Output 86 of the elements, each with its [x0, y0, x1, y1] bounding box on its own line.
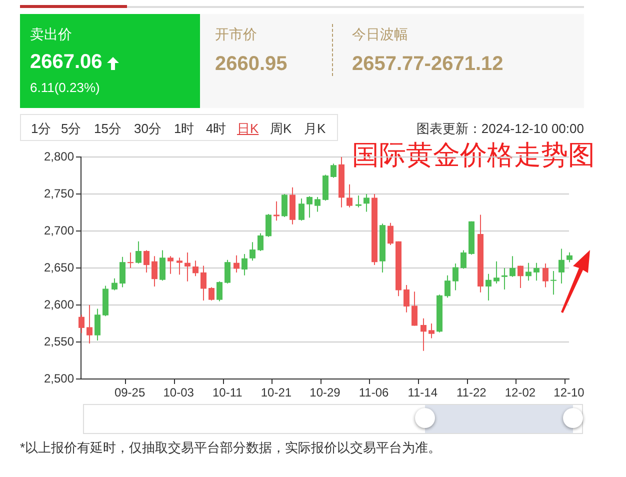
text: 卖出价 [30, 26, 72, 43]
text: 2667.06 [30, 50, 102, 74]
candlestick [502, 268, 508, 290]
x-tick-label: 12-10 [554, 386, 585, 400]
text: *以上报价有延时，仅抽取交易平台部分数据，实际报价以交易平台为准。 [20, 440, 442, 456]
candlestick [388, 222, 394, 246]
text: 月K [304, 121, 326, 137]
candlestick [168, 256, 174, 274]
y-tick-label: 2,500 [44, 371, 74, 386]
text: 周K [270, 121, 292, 137]
candlestick [510, 256, 516, 278]
candlestick [356, 194, 362, 208]
text: 2657.77-2671.12 [352, 52, 504, 76]
candlestick [152, 256, 158, 287]
x-tick-label: 10-11 [212, 386, 243, 400]
candlestick [420, 318, 426, 352]
candlestick [200, 265, 206, 302]
candlestick [136, 240, 142, 264]
candlestick [86, 304, 92, 344]
candlestick [242, 253, 248, 276]
y-tick-label: 2,700 [44, 223, 74, 238]
candlestick [274, 200, 280, 222]
candlestick [314, 196, 320, 212]
candlestick [494, 260, 500, 284]
text: 今日波幅 [352, 26, 408, 43]
x-tick-label: 11-22 [456, 386, 487, 400]
text: 1分 [31, 121, 52, 137]
candlestick [346, 184, 352, 208]
candlestick [234, 254, 240, 273]
candlestick [518, 265, 524, 288]
candlestick [258, 232, 264, 252]
candlestick [208, 286, 214, 302]
candlestick [266, 213, 272, 238]
candlestick [428, 323, 434, 339]
x-tick-label: 09-25 [114, 386, 146, 400]
candlestick [160, 250, 166, 282]
candlestick [120, 256, 126, 288]
x-tick-label: 11-14 [408, 386, 438, 400]
x-tick-label: 10-21 [260, 386, 292, 400]
x-tick-label: 12-02 [504, 386, 536, 400]
candlestick [444, 274, 450, 298]
candlestick [486, 273, 492, 302]
candlestick [282, 194, 288, 218]
candlestick [566, 252, 572, 263]
candlestick [526, 262, 532, 282]
candlestick [298, 198, 304, 222]
candlestick [216, 280, 222, 302]
candlestick [176, 257, 182, 276]
text: 6.11(0.23%) [30, 80, 100, 96]
y-tick-label: 2,650 [44, 260, 74, 274]
y-tick-label: 2,800 [44, 149, 74, 164]
text: 5分 [61, 121, 82, 137]
candlestick [250, 242, 256, 262]
candlestick [128, 252, 134, 268]
candlestick [460, 250, 466, 270]
text: 图表更新：2024-12-10 00:00 [416, 121, 584, 137]
candlestick [192, 260, 198, 277]
candlestick [412, 291, 418, 326]
candlestick [184, 252, 190, 282]
x-tick-label: 10-03 [163, 386, 194, 400]
text: 1时 [174, 121, 194, 137]
text: 2660.95 [215, 52, 288, 76]
x-tick-label: 11-06 [358, 386, 390, 400]
text: 日K [237, 121, 259, 137]
text: 开市价 [215, 26, 257, 43]
y-tick-label: 2,750 [44, 186, 74, 200]
candlestick [550, 270, 556, 296]
candlestick [452, 263, 458, 291]
text: 4时 [206, 121, 226, 137]
candlestick [78, 314, 84, 334]
candlestick [144, 250, 150, 273]
candlestick [542, 263, 548, 288]
candlestick [306, 196, 312, 218]
candlestick [224, 259, 230, 284]
candlestick [330, 163, 336, 178]
candlestick [94, 308, 100, 342]
text: 30分 [134, 121, 162, 137]
y-tick-label: 2,600 [44, 297, 74, 312]
candlestick [112, 278, 118, 291]
candlestick [558, 248, 564, 284]
text: 15分 [94, 121, 122, 137]
candlestick [404, 284, 410, 313]
x-tick-label: 10-29 [310, 386, 341, 400]
y-tick-label: 2,550 [44, 334, 74, 348]
candlestick [364, 194, 370, 212]
candlestick [534, 262, 540, 282]
